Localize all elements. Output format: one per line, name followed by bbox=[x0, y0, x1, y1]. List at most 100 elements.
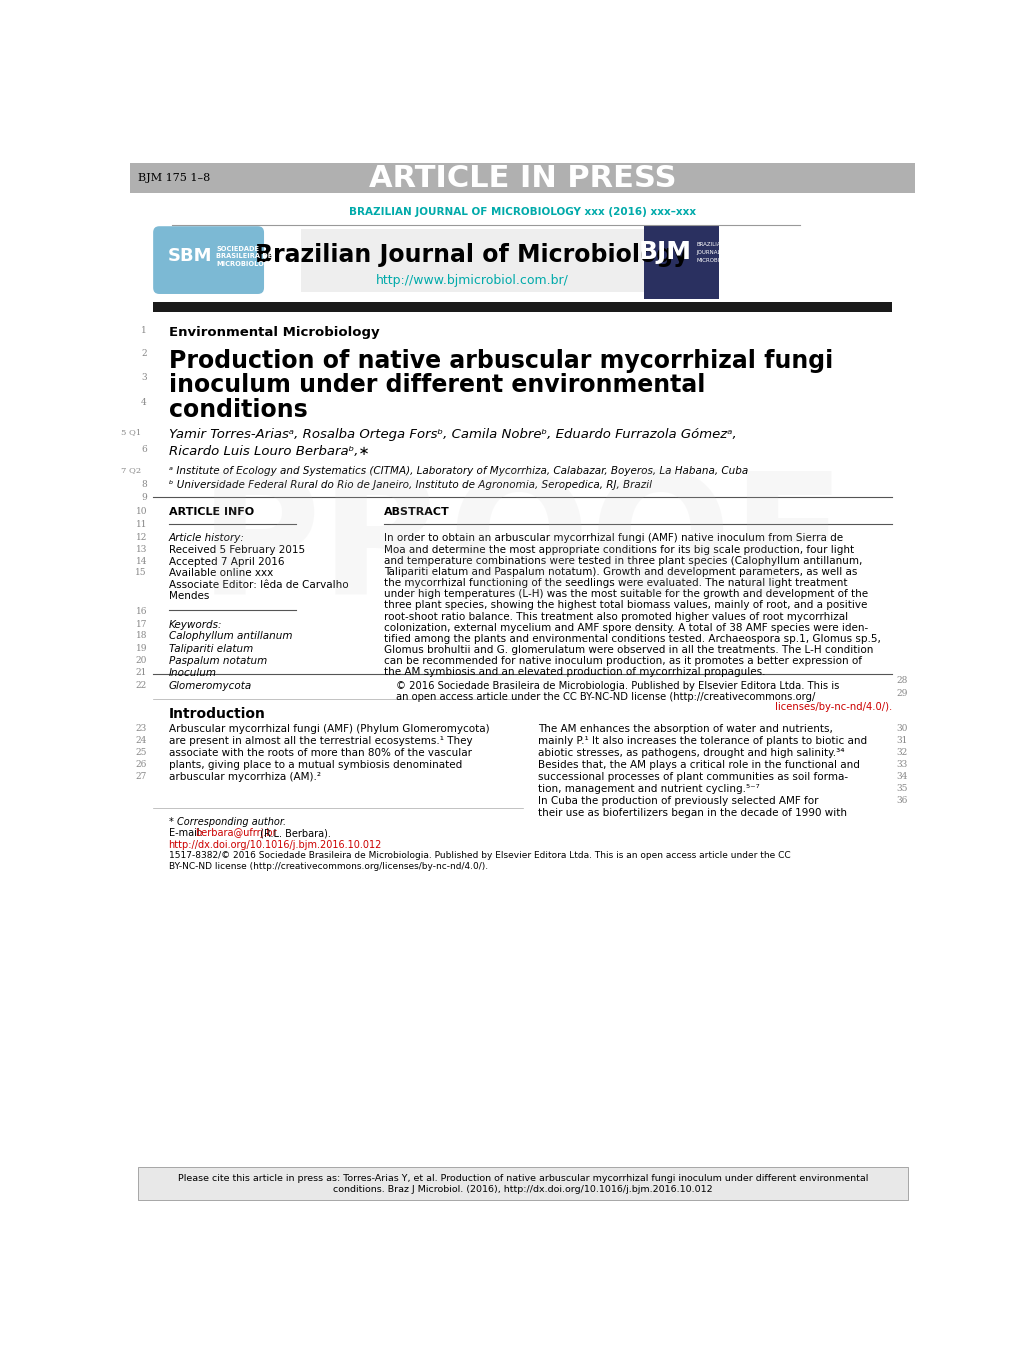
FancyBboxPatch shape bbox=[153, 226, 264, 294]
Text: three plant species, showing the highest total biomass values, mainly of root, a: three plant species, showing the highest… bbox=[384, 601, 867, 610]
Text: 28: 28 bbox=[896, 675, 907, 685]
Text: 9: 9 bbox=[141, 493, 147, 503]
Text: 3: 3 bbox=[142, 374, 147, 382]
Text: the mycorrhizal functioning of the seedlings were evaluated. The natural light t: the mycorrhizal functioning of the seedl… bbox=[384, 578, 847, 588]
Text: Environmental Microbiology: Environmental Microbiology bbox=[168, 326, 379, 338]
Text: are present in almost all the terrestrial ecosystems.¹ They: are present in almost all the terrestria… bbox=[168, 737, 472, 746]
Text: mainly P.¹ It also increases the tolerance of plants to biotic and: mainly P.¹ It also increases the toleran… bbox=[538, 737, 866, 746]
Text: MICROBIOLOGY: MICROBIOLOGY bbox=[696, 258, 738, 262]
Text: 6: 6 bbox=[141, 444, 147, 454]
Text: conditions. Braz J Microbiol. (2016), http://dx.doi.org/10.1016/j.bjm.2016.10.01: conditions. Braz J Microbiol. (2016), ht… bbox=[332, 1185, 712, 1195]
Text: associate with the roots of more than 80% of the vascular: associate with the roots of more than 80… bbox=[168, 749, 471, 758]
Text: 27: 27 bbox=[136, 772, 147, 781]
Text: In Cuba the production of previously selected AMF for: In Cuba the production of previously sel… bbox=[538, 796, 818, 806]
Text: BRAZILIAN JOURNAL OF MICROBIOLOGY xxx (2016) xxx–xxx: BRAZILIAN JOURNAL OF MICROBIOLOGY xxx (2… bbox=[348, 207, 696, 216]
Text: BJM 175 1–8: BJM 175 1–8 bbox=[138, 174, 210, 183]
Text: 22: 22 bbox=[136, 681, 147, 689]
Text: 1517-8382/© 2016 Sociedade Brasileira de Microbiologia. Published by Elsevier Ed: 1517-8382/© 2016 Sociedade Brasileira de… bbox=[168, 852, 790, 860]
Text: inoculum under different environmental: inoculum under different environmental bbox=[168, 374, 704, 397]
Text: an open access article under the CC BY-NC-ND license (http://creativecommons.org: an open access article under the CC BY-N… bbox=[395, 692, 814, 701]
Text: (R.L. Berbara).: (R.L. Berbara). bbox=[257, 829, 330, 839]
Text: http://dx.doi.org/10.1016/j.bjm.2016.10.012: http://dx.doi.org/10.1016/j.bjm.2016.10.… bbox=[168, 840, 381, 849]
Text: 13: 13 bbox=[136, 545, 147, 554]
Text: BJM: BJM bbox=[638, 241, 691, 265]
Text: 14: 14 bbox=[136, 557, 147, 565]
Text: 20: 20 bbox=[136, 656, 147, 665]
Text: 12: 12 bbox=[136, 534, 147, 542]
Bar bbox=[138, 1167, 907, 1200]
Text: MICROBIOLOGIA: MICROBIOLOGIA bbox=[216, 261, 277, 266]
Bar bbox=[301, 228, 643, 292]
Text: abiotic stresses, as pathogens, drought and high salinity.³⁴: abiotic stresses, as pathogens, drought … bbox=[538, 749, 844, 758]
Text: 10: 10 bbox=[136, 507, 147, 516]
Text: licenses/by-nc-nd/4.0/).: licenses/by-nc-nd/4.0/). bbox=[774, 703, 892, 712]
Text: berbara@ufrrj.br: berbara@ufrrj.br bbox=[196, 829, 277, 839]
Text: The AM enhances the absorption of water and nutrients,: The AM enhances the absorption of water … bbox=[538, 724, 833, 734]
Text: 23: 23 bbox=[136, 724, 147, 734]
Text: 34: 34 bbox=[896, 772, 907, 781]
Text: ᵇ Universidade Federal Rural do Rio de Janeiro, Instituto de Agronomia, Seropedi: ᵇ Universidade Federal Rural do Rio de J… bbox=[168, 480, 651, 489]
Text: © 2016 Sociedade Brasileira de Microbiologia. Published by Elsevier Editora Ltda: © 2016 Sociedade Brasileira de Microbiol… bbox=[395, 681, 839, 690]
Text: plants, giving place to a mutual symbiosis denominated: plants, giving place to a mutual symbios… bbox=[168, 760, 462, 771]
Text: and temperature combinations were tested in three plant species (Calophyllum ant: and temperature combinations were tested… bbox=[384, 556, 862, 565]
Text: 17: 17 bbox=[136, 620, 147, 629]
Text: Associate Editor: Iêda de Carvalho: Associate Editor: Iêda de Carvalho bbox=[168, 580, 347, 590]
Text: Please cite this article in press as: Torres-Arias Y, et al. Production of nativ: Please cite this article in press as: To… bbox=[177, 1174, 867, 1184]
Text: Besides that, the AM plays a critical role in the functional and: Besides that, the AM plays a critical ro… bbox=[538, 760, 859, 771]
Text: 30: 30 bbox=[896, 724, 907, 734]
Text: Glomeromycota: Glomeromycota bbox=[168, 681, 252, 690]
Text: ᵃ Institute of Ecology and Systematics (CITMA), Laboratory of Mycorrhiza, Calaba: ᵃ Institute of Ecology and Systematics (… bbox=[168, 466, 747, 477]
Text: successional processes of plant communities as soil forma-: successional processes of plant communit… bbox=[538, 772, 848, 783]
Text: Brazilian Journal of Microbiology: Brazilian Journal of Microbiology bbox=[255, 243, 688, 266]
Text: Moa and determine the most appropriate conditions for its big scale production, : Moa and determine the most appropriate c… bbox=[384, 545, 854, 554]
Text: 1: 1 bbox=[141, 326, 147, 334]
Text: Article history:: Article history: bbox=[168, 534, 245, 544]
Text: root-shoot ratio balance. This treatment also promoted higher values of root myc: root-shoot ratio balance. This treatment… bbox=[384, 612, 848, 621]
Text: Ricardo Luis Louro Berbaraᵇ,∗: Ricardo Luis Louro Berbaraᵇ,∗ bbox=[168, 444, 369, 458]
Text: 16: 16 bbox=[136, 606, 147, 616]
Text: 18: 18 bbox=[136, 631, 147, 640]
Text: Inoculum: Inoculum bbox=[168, 669, 216, 678]
Text: 29: 29 bbox=[896, 689, 907, 699]
Text: ARTICLE INFO: ARTICLE INFO bbox=[168, 507, 254, 518]
Text: 26: 26 bbox=[136, 760, 147, 769]
Text: BY-NC-ND license (http://creativecommons.org/licenses/by-nc-nd/4.0/).: BY-NC-ND license (http://creativecommons… bbox=[168, 862, 487, 871]
Text: Calophyllum antillanum: Calophyllum antillanum bbox=[168, 631, 291, 641]
Text: 21: 21 bbox=[136, 669, 147, 677]
Text: 32: 32 bbox=[896, 749, 907, 757]
Text: tion, management and nutrient cycling.⁵⁻⁷: tion, management and nutrient cycling.⁵⁻… bbox=[538, 784, 759, 794]
Text: 31: 31 bbox=[896, 737, 907, 745]
Text: Talipariti elatum and Paspalum notatum). Growth and development parameters, as w: Talipariti elatum and Paspalum notatum).… bbox=[384, 567, 857, 578]
Text: colonization, external mycelium and AMF spore density. A total of 38 AMF species: colonization, external mycelium and AMF … bbox=[384, 622, 867, 633]
Text: 25: 25 bbox=[136, 749, 147, 757]
Text: Mendes: Mendes bbox=[168, 591, 209, 601]
Text: 19: 19 bbox=[136, 644, 147, 652]
Text: Introduction: Introduction bbox=[168, 707, 265, 720]
Text: SOCIEDADE: SOCIEDADE bbox=[216, 246, 259, 251]
Text: 35: 35 bbox=[896, 784, 907, 794]
Bar bbox=[129, 163, 915, 193]
Text: 7 Q2: 7 Q2 bbox=[120, 466, 141, 474]
Text: Glomus brohultii and G. glomerulatum were observed in all the treatments. The L-: Glomus brohultii and G. glomerulatum wer… bbox=[384, 646, 872, 655]
Text: ARTICLE IN PRESS: ARTICLE IN PRESS bbox=[369, 164, 676, 193]
Text: 5 Q1: 5 Q1 bbox=[120, 428, 141, 436]
Text: under high temperatures (L-H) was the most suitable for the growth and developme: under high temperatures (L-H) was the mo… bbox=[384, 590, 867, 599]
Text: JOURNAL OF: JOURNAL OF bbox=[696, 250, 730, 255]
Text: ABSTRACT: ABSTRACT bbox=[384, 507, 449, 518]
Text: 8: 8 bbox=[141, 480, 147, 488]
Text: their use as biofertilizers began in the decade of 1990 with: their use as biofertilizers began in the… bbox=[538, 809, 847, 818]
Text: can be recommended for native inoculum production, as it promotes a better expre: can be recommended for native inoculum p… bbox=[384, 656, 861, 666]
Text: Keywords:: Keywords: bbox=[168, 620, 222, 629]
Text: 11: 11 bbox=[136, 520, 147, 530]
Text: In order to obtain an arbuscular mycorrhizal fungi (AMF) native inoculum from Si: In order to obtain an arbuscular mycorrh… bbox=[384, 534, 843, 544]
Text: PROOF: PROOF bbox=[199, 466, 846, 629]
Text: the AM symbiosis and an elevated production of mycorrhizal propagules.: the AM symbiosis and an elevated product… bbox=[384, 667, 765, 677]
Bar bbox=[153, 303, 892, 313]
Text: Arbuscular mycorrhizal fungi (AMF) (Phylum Glomeromycota): Arbuscular mycorrhizal fungi (AMF) (Phyl… bbox=[168, 724, 489, 734]
Text: Received 5 February 2015: Received 5 February 2015 bbox=[168, 545, 305, 554]
Text: BRAZILIAN: BRAZILIAN bbox=[696, 242, 725, 247]
Text: Paspalum notatum: Paspalum notatum bbox=[168, 656, 267, 666]
Text: arbuscular mycorrhiza (AM).²: arbuscular mycorrhiza (AM).² bbox=[168, 772, 320, 783]
Bar bbox=[643, 226, 718, 299]
Text: BRASILEIRA DE: BRASILEIRA DE bbox=[216, 253, 272, 260]
